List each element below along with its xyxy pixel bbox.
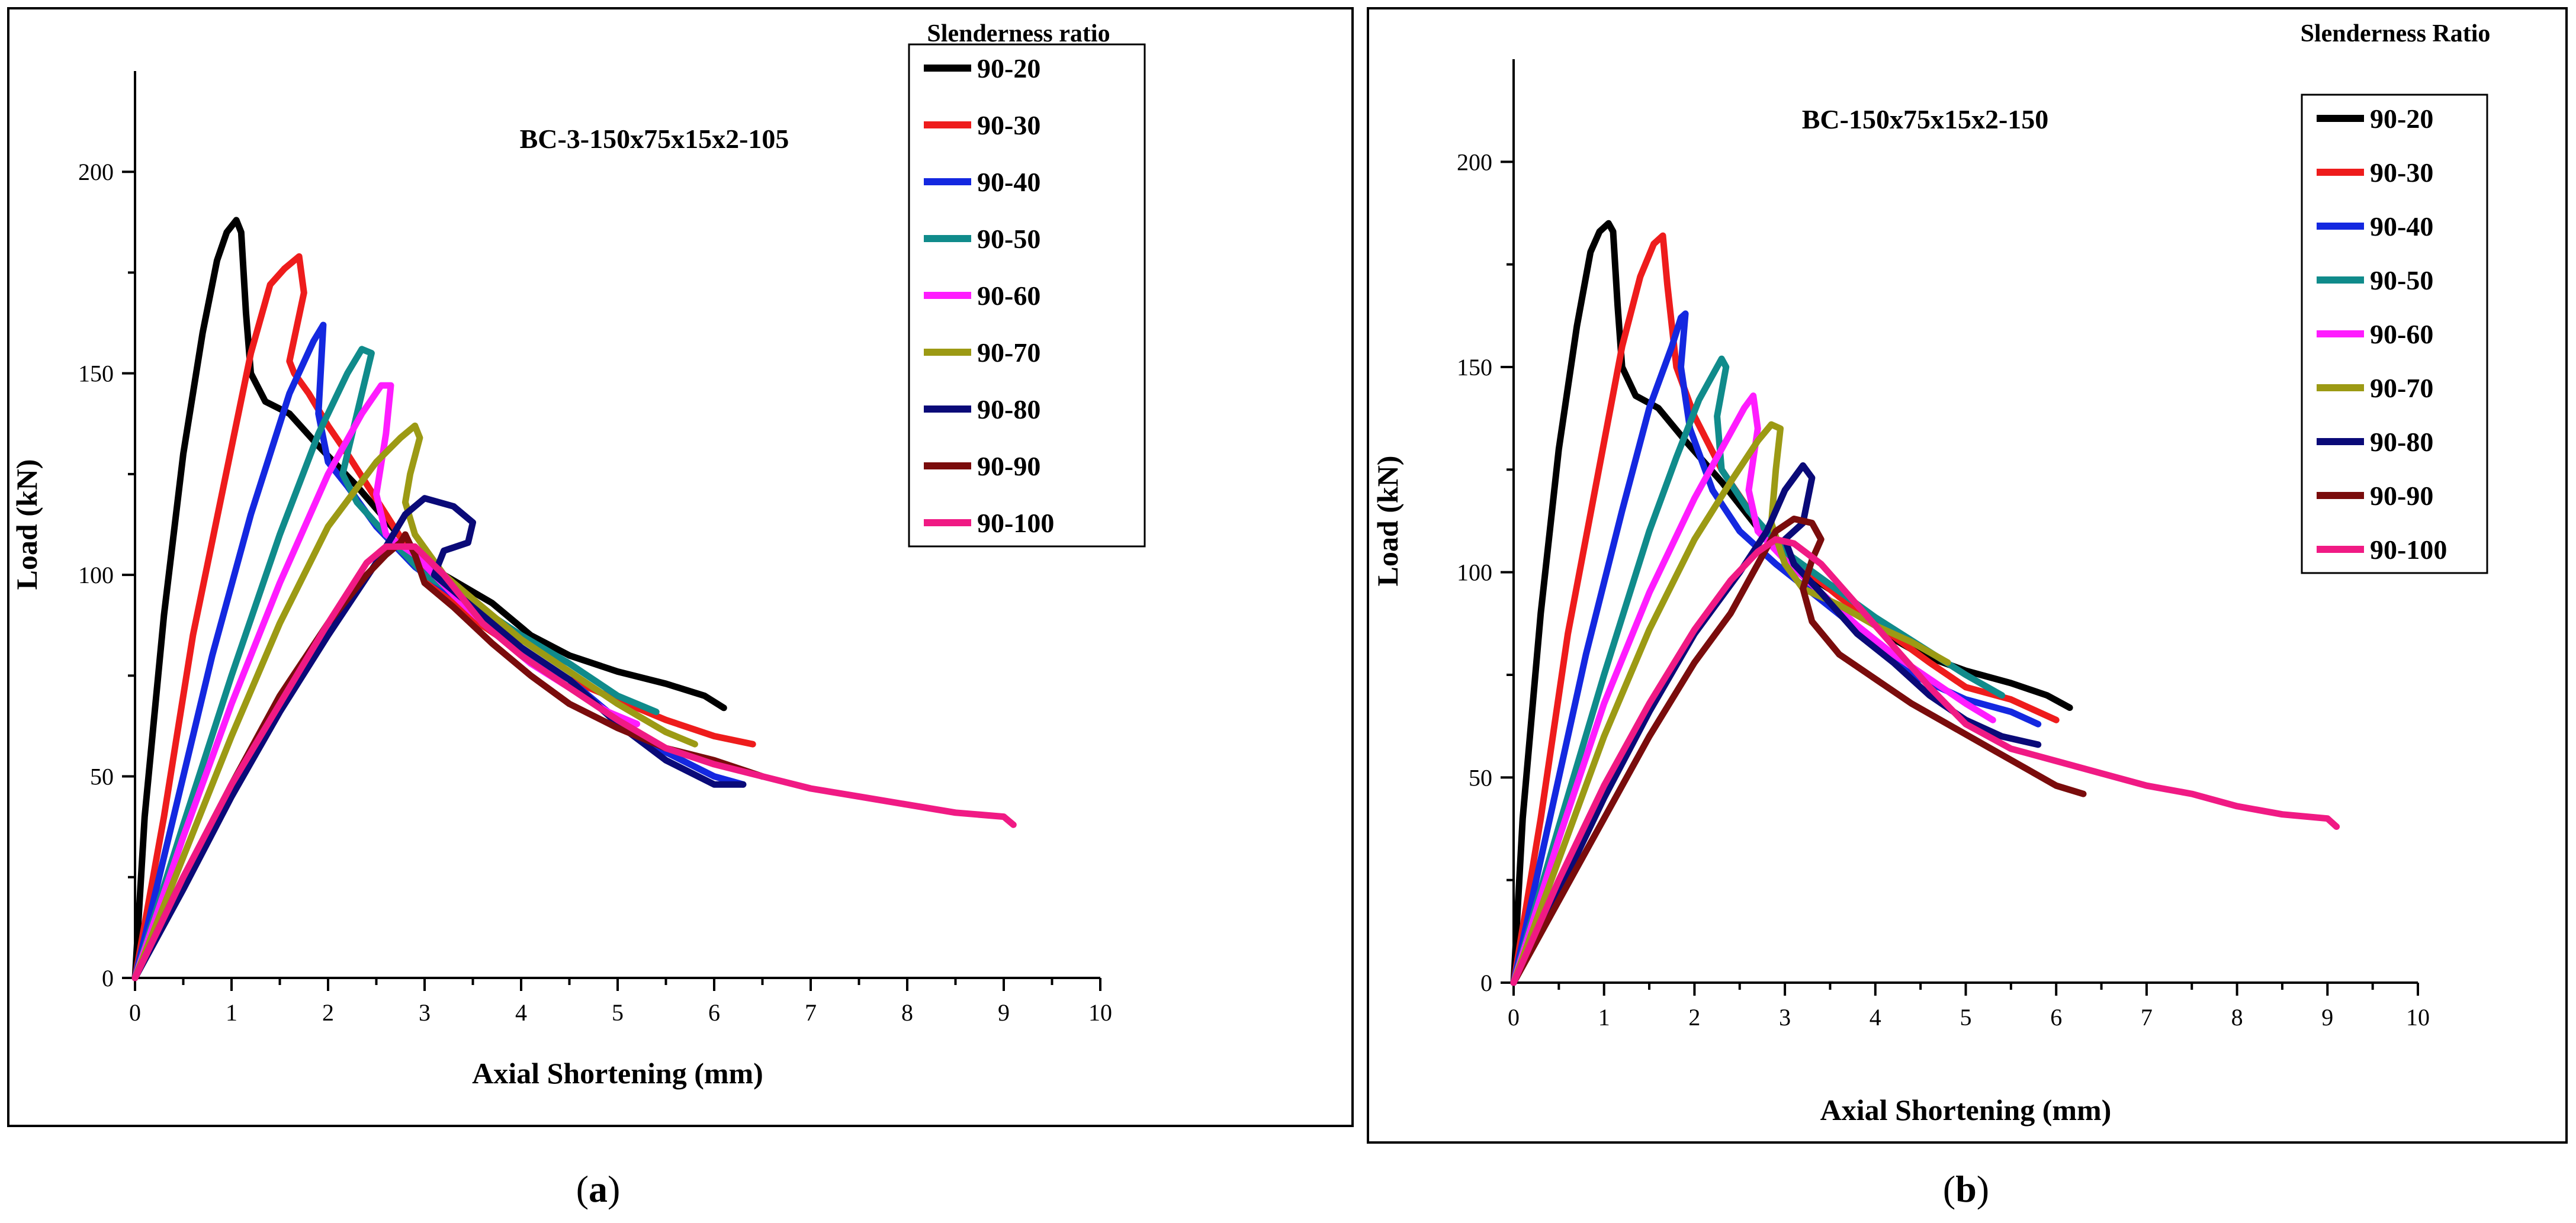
series-line-90-90 <box>1510 516 2087 986</box>
legend-label: 90-90 <box>977 451 1040 481</box>
series-line-90-20 <box>1510 220 2073 986</box>
legend-label: 90-70 <box>977 337 1040 368</box>
x-tick-label: 9 <box>998 999 1010 1026</box>
x-tick-label: 9 <box>2321 1004 2333 1031</box>
series-line-90-70 <box>1510 421 1951 986</box>
series-line-90-80 <box>1510 462 2042 986</box>
x-tick-label: 6 <box>708 999 720 1026</box>
series-line-90-70 <box>131 422 698 981</box>
y-tick-label: 200 <box>1457 149 1492 175</box>
x-tick-label: 4 <box>515 999 527 1026</box>
series-line-90-60 <box>1510 392 1996 986</box>
x-axis-title: Axial Shortening (mm) <box>1820 1093 2112 1127</box>
y-axis-title: Load (kN) <box>10 459 43 590</box>
legend-label: 90-90 <box>2370 481 2433 511</box>
legend-label: 90-30 <box>2370 157 2433 188</box>
series-line-90-100 <box>131 543 1017 981</box>
x-tick-label: 5 <box>612 999 624 1026</box>
x-tick-label: 0 <box>129 999 141 1026</box>
legend-label: 90-60 <box>2370 319 2433 349</box>
x-tick-label: 1 <box>1598 1004 1610 1031</box>
legend-title: Slenderness ratio <box>927 20 1110 47</box>
x-tick-label: 5 <box>1960 1004 1972 1031</box>
legend-title: Slenderness Ratio <box>2301 20 2491 47</box>
legend-label: 90-40 <box>2370 211 2433 242</box>
legend-label: 90-80 <box>977 394 1040 424</box>
x-tick-label: 8 <box>2231 1004 2243 1031</box>
panel-frame <box>1367 7 2568 1144</box>
series-line-90-90 <box>131 531 766 981</box>
legend-label: 90-40 <box>977 167 1040 197</box>
y-tick-label: 0 <box>102 965 114 992</box>
legend-label: 90-70 <box>2370 373 2433 403</box>
legend-label: 90-30 <box>977 110 1040 140</box>
chart-title: BC-150x75x15x2-150 <box>1802 104 2049 134</box>
y-tick-label: 150 <box>78 361 114 387</box>
y-tick-label: 50 <box>1469 764 1492 791</box>
series-line-90-40 <box>131 321 747 981</box>
legend-label: 90-100 <box>977 508 1054 538</box>
x-tick-label: 7 <box>2141 1004 2153 1031</box>
series-line-90-20 <box>131 217 727 981</box>
x-tick-label: 2 <box>322 999 334 1026</box>
y-tick-label: 200 <box>78 159 114 185</box>
x-axis-title: Axial Shortening (mm) <box>472 1057 763 1090</box>
x-tick-label: 2 <box>1688 1004 1700 1031</box>
legend-label: 90-20 <box>2370 104 2433 134</box>
series-line-90-30 <box>131 253 756 981</box>
y-tick-label: 100 <box>1457 559 1492 586</box>
series-line-90-40 <box>1510 310 2042 986</box>
legend-label: 90-50 <box>2370 265 2433 295</box>
x-tick-label: 1 <box>226 999 237 1026</box>
x-tick-label: 4 <box>1870 1004 1881 1031</box>
panel-frame <box>7 7 1354 1127</box>
x-tick-label: 8 <box>901 999 913 1026</box>
legend-label: 90-100 <box>2370 535 2447 565</box>
y-tick-label: 100 <box>78 562 114 588</box>
y-tick-label: 150 <box>1457 354 1492 381</box>
legend-label: 90-20 <box>977 53 1040 83</box>
series-line-90-100 <box>1510 536 2340 986</box>
y-axis-title: Load (kN) <box>1371 456 1404 587</box>
y-tick-label: 50 <box>90 764 114 790</box>
y-tick-label: 0 <box>1480 970 1492 996</box>
series-line-90-50 <box>1510 355 2006 986</box>
x-tick-label: 10 <box>1088 999 1112 1026</box>
legend-label: 90-50 <box>977 224 1040 254</box>
panel-caption: (b) <box>1943 1168 1989 1210</box>
panel-caption: (a) <box>576 1168 621 1210</box>
legend-label: 90-80 <box>2370 427 2433 457</box>
x-tick-label: 7 <box>805 999 817 1026</box>
x-tick-label: 6 <box>2050 1004 2062 1031</box>
legend-label: 90-60 <box>977 281 1040 311</box>
chart-title: BC-3-150x75x15x2-105 <box>520 124 789 154</box>
x-tick-label: 0 <box>1508 1004 1520 1031</box>
x-tick-label: 10 <box>2406 1004 2430 1031</box>
x-tick-label: 3 <box>1779 1004 1791 1031</box>
x-tick-label: 3 <box>419 999 431 1026</box>
